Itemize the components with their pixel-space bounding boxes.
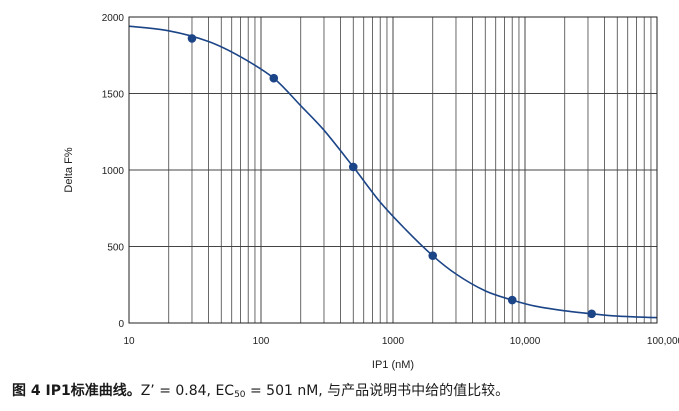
data-point <box>269 73 279 83</box>
grid <box>129 17 657 323</box>
caption-z: Z’ = 0.84, EC <box>140 383 235 399</box>
y-tick-label: 1500 <box>102 90 125 101</box>
plot-frame <box>128 16 658 324</box>
data-point <box>187 34 197 43</box>
x-tick-label: 10 <box>123 336 135 347</box>
figure-caption: 图 4 IP1标准曲线。Z’ = 0.84, EC50 = 501 nM, 与产… <box>12 380 672 400</box>
x-tick-label: 100,000 <box>647 336 679 347</box>
x-tick-label: 100 <box>253 336 270 347</box>
fit-curve-layer <box>128 25 658 319</box>
x-axis-title: IP1 (nM) <box>372 359 414 371</box>
caption-ec-subscript: 50 <box>234 390 246 400</box>
data-point <box>348 162 358 172</box>
tick-labels: 10 100 1000 10,000 100,000 0 500 1000 1500 2000 <box>102 13 679 347</box>
y-axis-title: Delta F% <box>63 147 75 192</box>
data-points <box>187 34 596 319</box>
x-tick-label: 10,000 <box>510 336 541 347</box>
data-point <box>587 309 596 319</box>
x-tick-label: 1000 <box>382 336 405 347</box>
y-tick-label: 0 <box>118 319 124 330</box>
fit-curve <box>128 25 658 319</box>
caption-rest: = 501 nM, 与产品说明书中给的值比较。 <box>245 383 510 399</box>
caption-lead: 图 4 IP1标准曲线。 <box>12 383 141 399</box>
data-point <box>507 295 517 305</box>
data-point <box>428 251 438 260</box>
y-tick-label: 500 <box>107 243 124 254</box>
y-tick-label: 1000 <box>102 166 125 177</box>
y-tick-label: 2000 <box>102 13 125 24</box>
